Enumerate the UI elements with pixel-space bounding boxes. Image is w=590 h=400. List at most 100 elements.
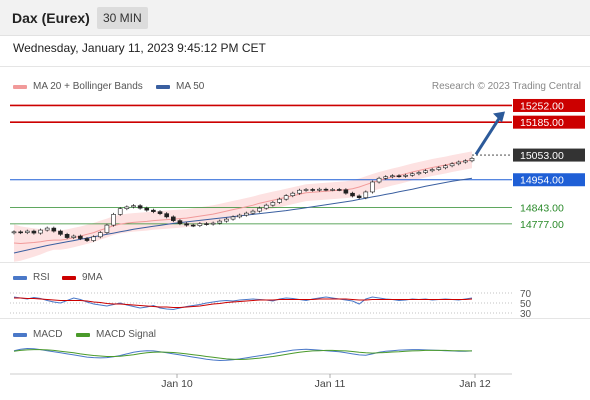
candle-body [44,227,50,231]
candle-body [151,209,156,212]
candle-body [91,236,96,241]
candle-body [330,189,335,191]
candle-body [11,231,17,234]
timeframe-button[interactable]: 30 MIN [97,7,148,29]
macd-swatch [13,332,27,337]
candle-body [97,232,103,238]
chart-header: Dax (Eurex) 30 MIN [0,0,590,36]
candle-body [131,205,136,208]
candle-body [277,198,282,203]
ma20-swatch [13,84,27,89]
candle-body [403,174,408,177]
candle-body [436,167,442,170]
legend-rsi: RSI [13,272,50,283]
macd-signal-line [13,349,472,361]
candle-body [317,188,322,191]
legend-ma50-label: MA 50 [176,81,205,92]
legend-rsi-ma: 9MA [62,272,103,283]
rsi-ma-line [14,297,473,308]
candle-body [24,230,30,233]
candle-body [217,220,223,224]
candle-body [297,189,302,194]
ma20-line [13,159,473,245]
level-label-box [513,98,585,112]
candle-body [303,189,309,191]
candle-body [310,189,315,191]
level-label: 15252.00 [520,100,564,112]
rsi-tick-label: 70 [520,289,532,300]
x-tick-label: Jan 11 [315,378,346,390]
candle-body [137,205,143,209]
candle-body [449,163,455,167]
level-label-box [513,148,585,162]
divider [0,318,590,319]
candle-body [396,175,402,178]
chart-datetime: Wednesday, January 11, 2023 9:45:12 PM C… [13,41,266,55]
candle-body [370,181,375,193]
level-label: 15053.00 [520,150,564,162]
candle-body [64,234,70,238]
candle-body [31,230,37,234]
divider [0,66,590,67]
divider [0,262,590,263]
macd-signal-swatch [76,332,90,337]
level-label: 14777.00 [520,219,564,231]
candle-body [230,216,236,220]
rsi-tick-label: 30 [520,309,532,320]
candle-body [124,206,130,209]
x-tick-label: Jan 10 [161,378,193,390]
legend-macd-signal-label: MACD Signal [96,329,157,340]
legend-macd: MACD [13,329,62,340]
legend-rsi-label: RSI [33,272,50,283]
candle-body [290,192,296,196]
candle-body [423,170,428,173]
instrument-name: Dax (Eurex) [12,10,90,26]
candle-body [104,224,110,233]
candle-body [71,235,77,238]
legend-rsi-ma-label: 9MA [82,272,103,283]
level-label-box [513,115,585,129]
candle-body [283,195,289,200]
candle-body [144,207,150,211]
candle-body [323,188,329,191]
candle-body [257,207,262,212]
level-label-box [513,173,585,187]
level-label: 15185.00 [520,117,564,129]
candle-body [51,227,57,232]
research-credit: Research © 2023 Trading Central [431,81,581,92]
x-tick-label: Jan 12 [459,378,491,390]
candle-body [443,165,448,169]
macd-line [13,347,473,362]
ma50-line [13,177,473,254]
candle-body [58,230,63,235]
candle-body [409,173,415,176]
candle-body [38,229,43,234]
candle-body [463,160,468,163]
candle-body [224,218,229,222]
candle-body [237,214,242,218]
candle-body [343,189,349,194]
candle-body [270,202,276,206]
ma50-swatch [156,84,170,89]
rsi-tick-label: 50 [520,299,532,310]
legend-macd-label: MACD [33,329,63,340]
rsi-ma-swatch [62,275,76,280]
level-label: 14954.00 [520,175,564,187]
candle-body [190,224,196,227]
candle-body [117,208,123,215]
candle-body [244,212,249,216]
candle-body [350,192,355,197]
candle-body [429,169,435,172]
candle-body [111,214,116,226]
candle-body [184,223,189,226]
candle-body [376,177,382,183]
candle-body [363,191,369,198]
candle-body [469,158,475,162]
candle-body [171,216,176,221]
candle-body [204,223,209,225]
legend-ma50: MA 50 [156,81,204,92]
legend-ma20: MA 20 + Bollinger Bands [13,81,143,92]
candle-body [416,172,422,175]
candle-body [250,210,256,214]
candle-body [336,189,342,191]
